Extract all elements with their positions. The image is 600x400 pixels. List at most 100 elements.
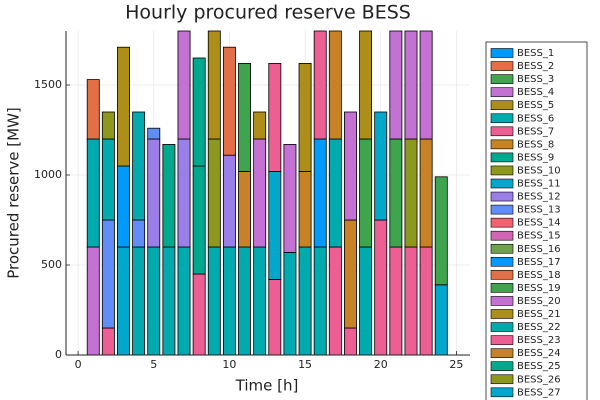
bar-segment [162,246,176,356]
legend-swatch [490,74,514,84]
legend-label: BESS_17 [517,257,561,268]
legend-label: BESS_11 [517,179,561,190]
x-tick-label: 5 [150,358,157,371]
legend-swatch [490,217,514,228]
x-tick-label: 25 [449,358,463,371]
bar-segment [238,170,251,248]
y-tick-label: 1500 [34,78,62,91]
bar-segment [419,30,433,140]
bar-segment [313,246,327,356]
x-axis-label: Time [h] [235,377,299,395]
bar-segment [253,111,267,140]
bar-segment [207,138,221,248]
legend-label: BESS_21 [517,309,561,320]
legend-label: BESS_27 [517,387,561,398]
legend-label: BESS_24 [517,348,561,359]
bar-segment [207,246,221,356]
x-tick-label: 10 [222,358,236,371]
bar-segment [268,170,282,280]
legend-swatch [490,348,514,358]
legend-swatch [490,270,514,280]
legend-swatch [490,100,514,110]
legend: BESS_1 BESS_2 BESS_3 BESS_4 BESS_5 BESS_6 BESS… [485,41,588,400]
bar-segment [389,138,403,248]
legend-label: BESS_7 [517,126,554,137]
legend-swatch [490,374,514,385]
bar-segment [359,246,373,356]
bar-segment [253,138,267,248]
bar-segment [101,111,115,140]
legend-label: BESS_22 [517,322,561,333]
legend-swatch [490,309,514,319]
legend-swatch [490,152,514,163]
bar-segment [268,63,282,172]
legend-swatch [490,139,514,150]
bar-segment [177,246,191,356]
bar-segment [147,127,161,140]
bar-segment [177,30,191,140]
bar-segment [389,30,403,140]
legend-label: BESS_10 [517,165,561,176]
bar-segment [344,327,357,356]
bar-segment [404,138,418,248]
legend-swatch [490,243,514,254]
bar-segment [117,246,130,356]
legend-label: BESS_25 [517,361,561,372]
bar-segment [86,79,100,140]
bar-segment [86,246,100,356]
bar-segment [419,138,433,248]
bar-segment [298,246,312,356]
bar-segment [86,138,100,248]
x-tick-label: 0 [75,358,82,371]
legend-swatch [490,165,514,176]
bar-segment [222,46,236,156]
legend-swatch [490,256,514,267]
bar-segment [238,63,251,172]
bar-segment [101,138,115,221]
legend-label: BESS_19 [517,283,561,294]
bar-segment [434,176,448,286]
bar-segment [344,219,357,329]
bar-segment [434,284,448,356]
bar-segment [328,30,342,140]
legend-label: BESS_20 [517,296,561,307]
bar-segment [359,30,373,140]
bar-segment [268,278,282,356]
legend-swatch [490,296,514,306]
y-tick-label: 1000 [34,168,62,181]
bar-segment [253,246,267,356]
x-tick-label: 15 [298,358,312,371]
bar-segment [283,143,297,253]
chart-title: Hourly procured reserve BESS [125,2,411,24]
bar-segment [359,138,373,248]
legend-swatch [490,283,514,293]
bar-segment [389,246,403,356]
bar-segment [101,327,115,356]
legend-label: BESS_6 [517,113,554,124]
bar-segment [313,138,327,248]
legend-label: BESS_26 [517,374,561,385]
bar-segment [147,246,161,356]
y-tick-label: 500 [41,258,62,271]
bar-segment [298,63,312,172]
legend-label: BESS_18 [517,270,561,281]
bar-segment [419,246,433,356]
bar-segment [192,57,206,167]
x-tick-label: 20 [374,358,388,371]
bar-segment [238,246,251,356]
legend-swatch [490,230,514,241]
legend-swatch [490,61,514,71]
y-tick-label: 0 [55,348,62,361]
bar-segment [192,165,206,275]
bar-segment [132,246,146,356]
bar-segment [374,219,388,356]
bar-segment [192,273,206,356]
bar-segment [132,219,146,248]
legend-label: BESS_3 [517,74,554,85]
legend-label: BESS_8 [517,139,554,150]
bar-segment [283,251,297,356]
legend-swatch [490,191,514,202]
legend-swatch [490,387,514,398]
bar-segment [344,111,357,221]
